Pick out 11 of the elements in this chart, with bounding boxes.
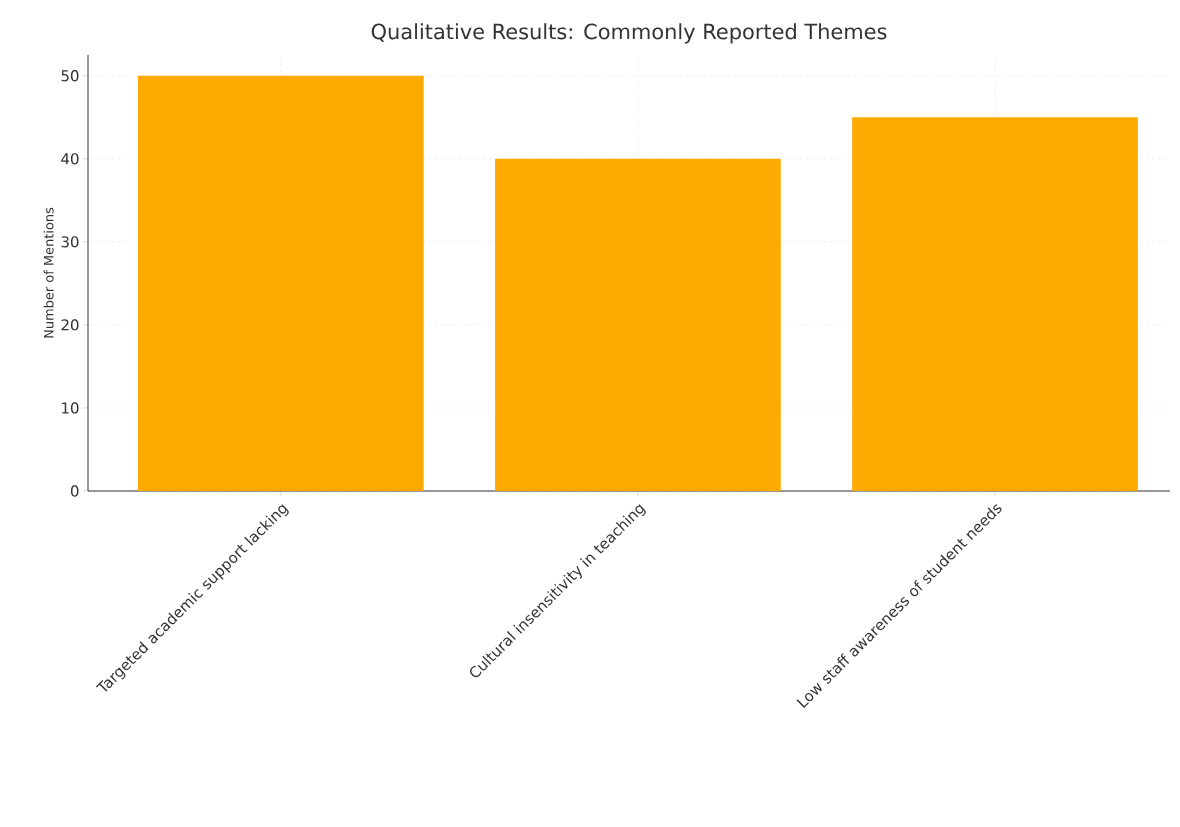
y-axis-title: Number of Mentions (43, 207, 54, 338)
y-tick-label: 30 (61, 236, 79, 248)
y-tick-label: 20 (61, 319, 79, 331)
y-tick-label: 50 (61, 70, 79, 82)
y-tick-label: 40 (61, 153, 79, 165)
bar (852, 117, 1138, 491)
y-tick-label: 10 (62, 402, 79, 414)
y-tick-label: 0 (70, 485, 79, 497)
bar (138, 75, 424, 491)
bar (495, 158, 781, 491)
chart-title: Qualitative Results: Commonly Reported Themes (371, 23, 887, 44)
